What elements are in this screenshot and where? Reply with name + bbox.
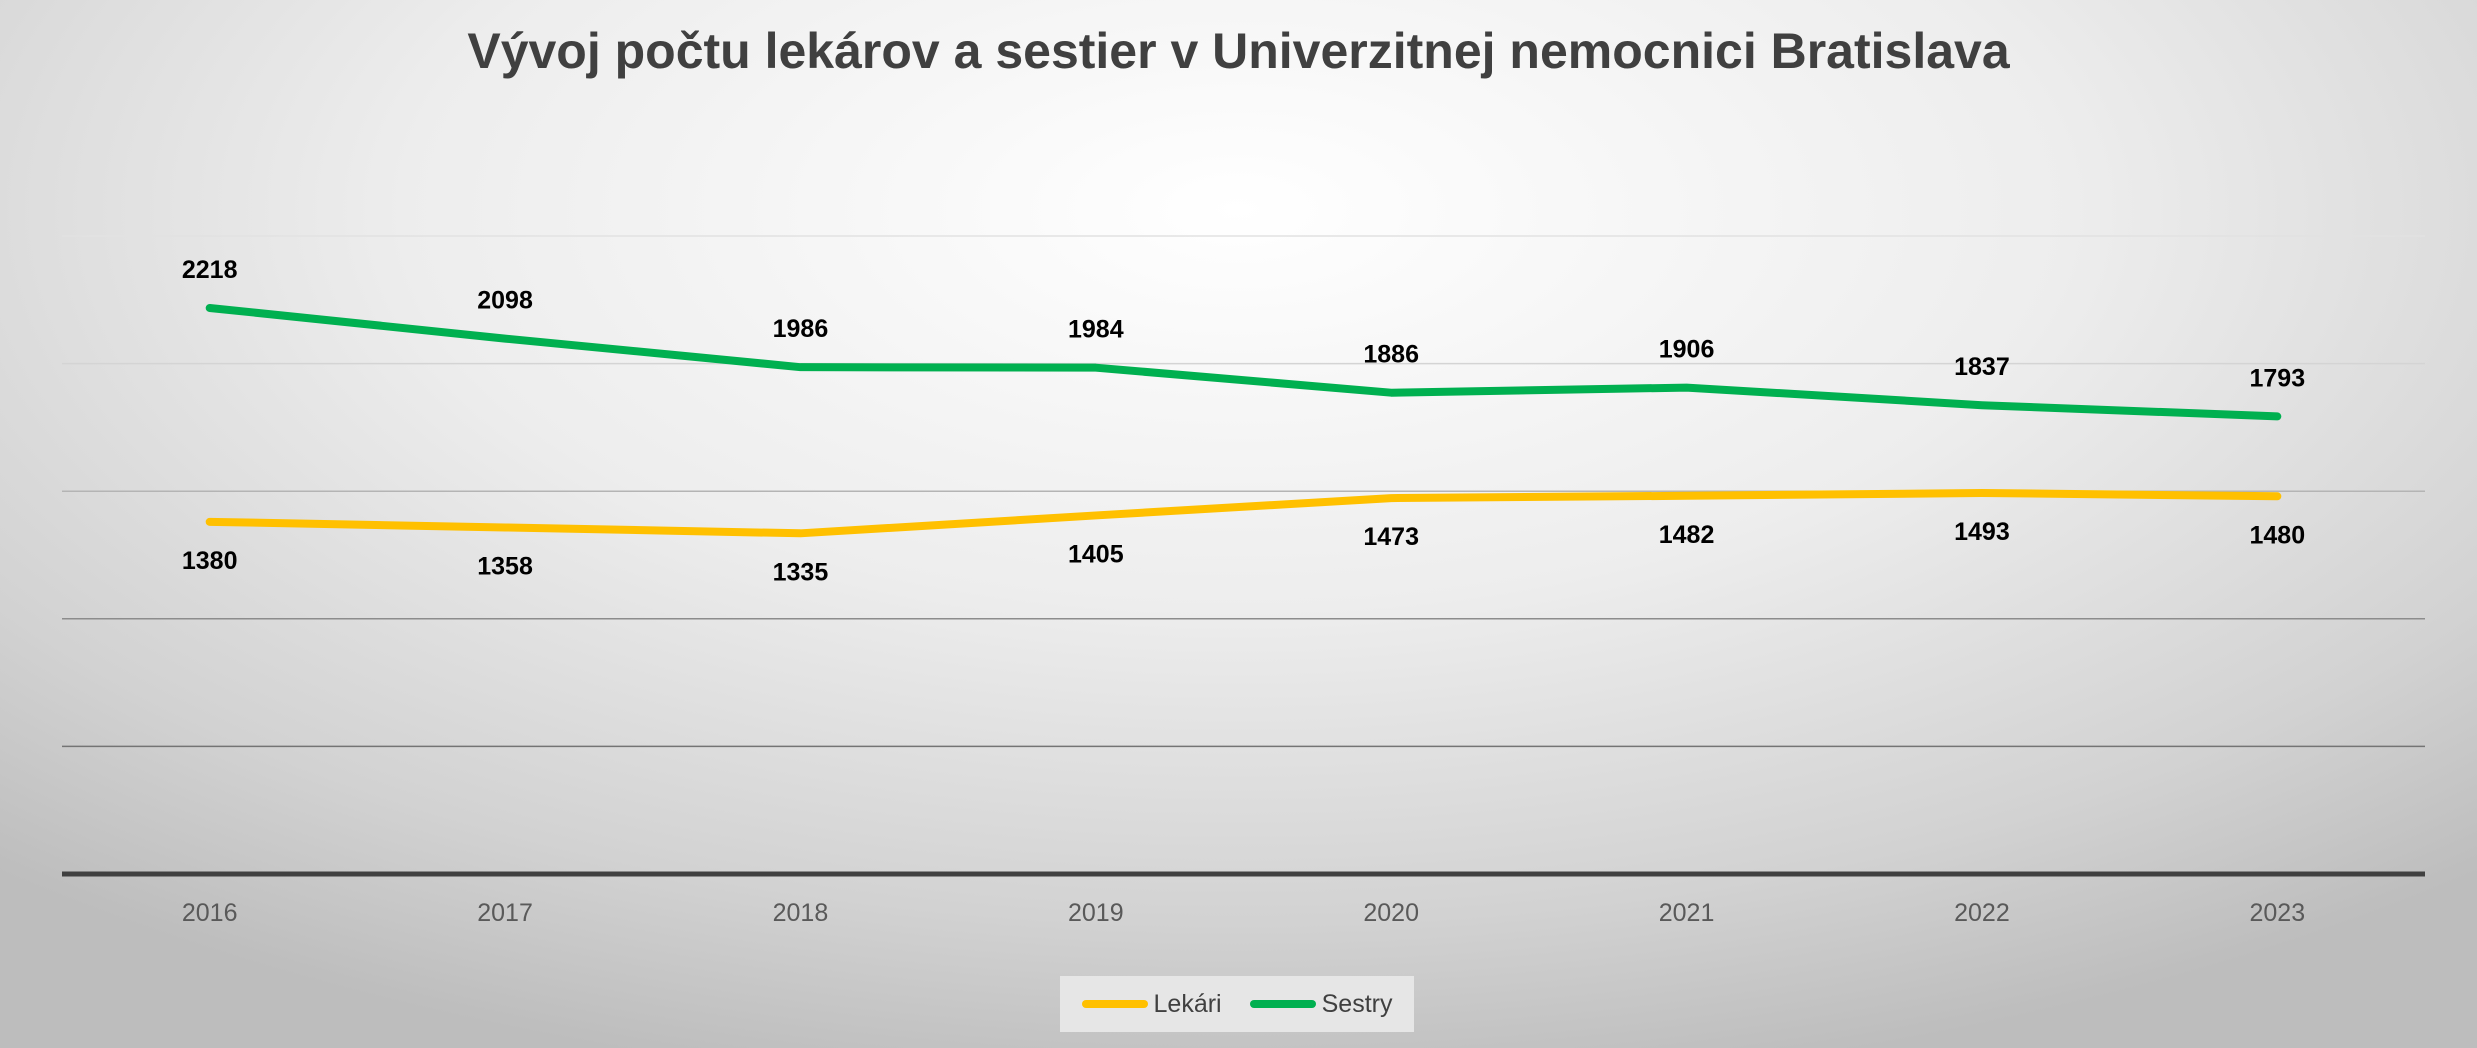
data-label: 1906: [1659, 336, 1715, 364]
x-tick-label: 2018: [773, 899, 829, 927]
data-label: 1793: [2250, 364, 2306, 392]
data-label: 1473: [1363, 523, 1419, 551]
x-tick-label: 2019: [1068, 899, 1124, 927]
legend-entry-lekari: Lekári: [1081, 989, 1222, 1019]
data-label: 1493: [1954, 518, 2010, 546]
legend-label-lekari: Lekári: [1153, 989, 1222, 1018]
series-line-lekari: [205, 488, 2282, 538]
x-tick-label: 2017: [477, 899, 533, 927]
data-label: 1380: [182, 547, 238, 575]
x-tick-label: 2023: [2250, 899, 2306, 927]
x-tick-label: 2020: [1363, 899, 1419, 927]
legend-entry-sestry: Sestry: [1249, 989, 1393, 1019]
legend: Lekári Sestry: [1060, 976, 1414, 1032]
data-label: 1837: [1954, 353, 2010, 381]
legend-swatch-sestry: [1249, 1000, 1316, 1008]
legend-swatch-lekari: [1081, 1000, 1148, 1008]
data-label: 1335: [773, 558, 829, 586]
x-tick-label: 2022: [1954, 899, 2010, 927]
series-line-sestry: [205, 303, 2282, 421]
data-label: 1358: [477, 552, 533, 580]
data-label: 2098: [477, 287, 533, 315]
data-label: 1886: [1363, 341, 1419, 369]
data-label: 1405: [1068, 540, 1124, 568]
legend-label-sestry: Sestry: [1321, 989, 1393, 1018]
data-label: 1984: [1068, 316, 1124, 344]
data-label: 1480: [2250, 521, 2306, 549]
chart-title: Vývoj počtu lekárov a sestier v Univerzi…: [467, 23, 2010, 79]
x-tick-label: 2021: [1659, 899, 1715, 927]
x-tick-label: 2016: [182, 899, 238, 927]
data-label: 1482: [1659, 521, 1715, 549]
data-label: 2218: [182, 256, 238, 284]
data-label: 1986: [773, 315, 829, 343]
